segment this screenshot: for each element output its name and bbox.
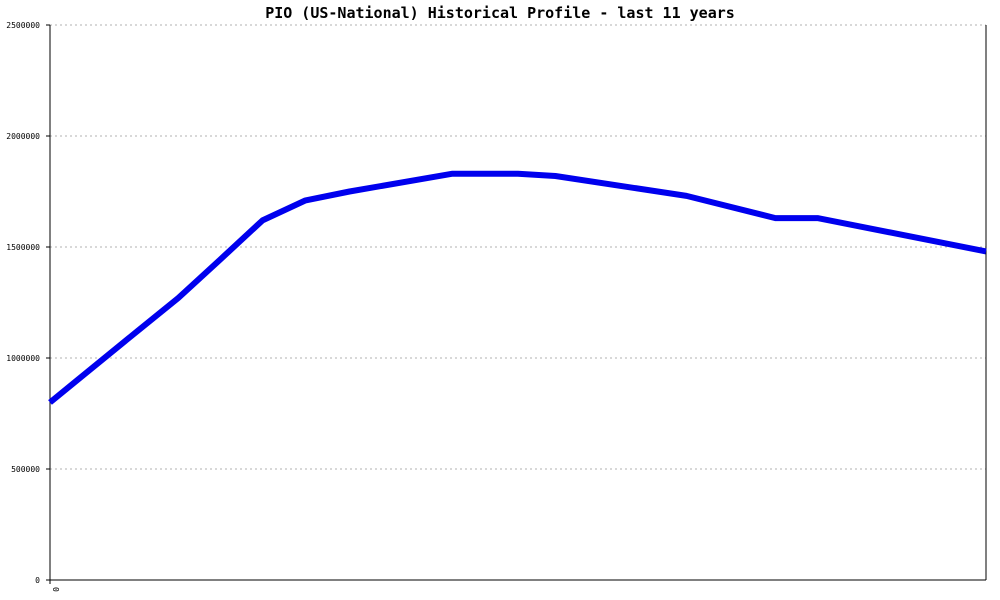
x-tick-labels: 0 (49, 580, 60, 592)
axes (49, 25, 987, 581)
y-tick-label: 2500000 (6, 21, 40, 30)
y-tick-label: 1500000 (6, 243, 40, 252)
y-tick-labels: 0 500000 1000000 1500000 2000000 2500000 (6, 21, 50, 585)
chart-title: PIO (US-National) Historical Profile - l… (265, 4, 735, 22)
series-line-0 (48, 170, 987, 405)
series-group (48, 170, 987, 405)
y-tick-label: 0 (35, 576, 40, 585)
y-tick-label: 1000000 (6, 354, 40, 363)
x-tick-label: 0 (51, 587, 60, 592)
y-tick-label: 500000 (11, 465, 40, 474)
y-tick-label: 2000000 (6, 132, 40, 141)
grid (50, 24, 986, 470)
